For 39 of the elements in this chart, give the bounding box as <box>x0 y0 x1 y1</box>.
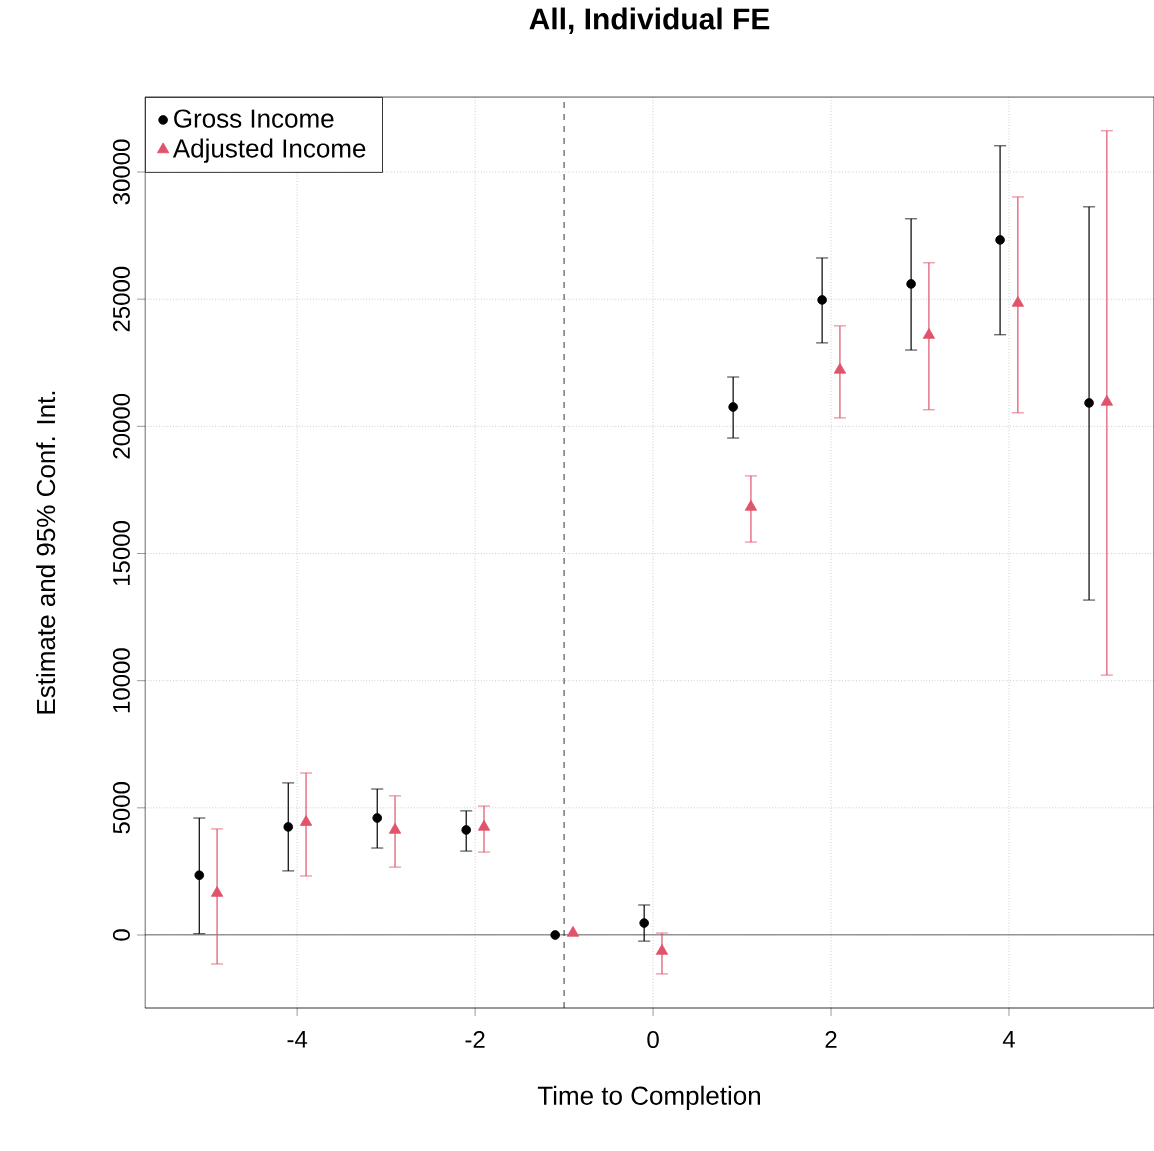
point <box>1084 398 1094 408</box>
point <box>566 925 580 937</box>
y-tick-label: 30000 <box>112 139 130 205</box>
x-axis-title: Time to Completion <box>537 1085 760 1111</box>
y-tick-label: 5000 <box>112 782 130 834</box>
x-tick-label: -4 <box>287 1031 308 1048</box>
y-tick-label: 10000 <box>112 648 130 713</box>
point <box>744 499 758 511</box>
point <box>372 813 383 823</box>
y-tick-label: 15000 <box>112 521 130 586</box>
point <box>995 235 1005 245</box>
point <box>194 870 205 881</box>
y-axis-title: Estimate and 95% Conf. Int. <box>36 391 56 714</box>
point <box>922 328 936 339</box>
point <box>1011 296 1024 307</box>
x-tick-label: 4 <box>1002 1031 1015 1048</box>
point <box>833 362 847 374</box>
y-tick-label: 0 <box>112 929 130 941</box>
point <box>477 819 491 831</box>
point <box>388 822 402 834</box>
point <box>461 825 472 835</box>
x-tick-label: 0 <box>647 1031 659 1049</box>
point <box>1100 394 1113 406</box>
point <box>283 822 294 832</box>
point <box>299 815 313 826</box>
point <box>550 930 560 940</box>
point <box>210 886 224 897</box>
y-tick-label: 20000 <box>112 393 130 459</box>
point <box>817 295 827 305</box>
legend-label: Adjusted Income <box>172 138 366 163</box>
x-tick-label: -2 <box>465 1031 485 1048</box>
x-tick-label: 2 <box>825 1031 837 1048</box>
y-tick-label: 25000 <box>112 266 130 332</box>
chart-title: All, Individual FE <box>529 7 770 34</box>
point <box>655 944 669 955</box>
legend-label: Gross Income <box>174 109 334 128</box>
point <box>639 918 649 928</box>
point <box>906 279 916 289</box>
point <box>728 402 738 412</box>
